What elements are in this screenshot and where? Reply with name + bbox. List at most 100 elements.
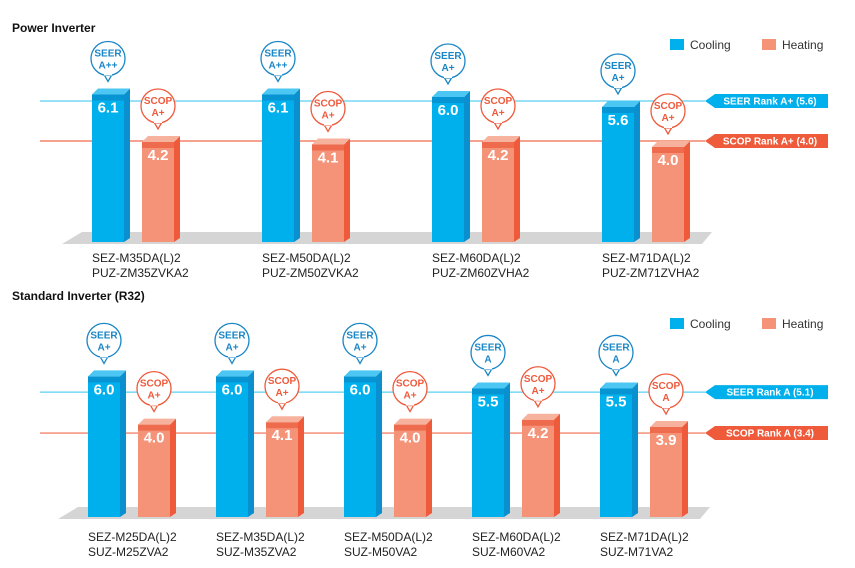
bar-value-label: 6.1 — [98, 100, 119, 117]
bar-cap — [266, 422, 298, 429]
bar-cooling — [216, 376, 248, 517]
badge-pointer — [443, 76, 453, 86]
badge-metric: SCOP — [484, 96, 513, 107]
badge-pointer — [405, 404, 415, 413]
badge-rank: A+ — [491, 108, 504, 119]
bar-top — [92, 88, 130, 95]
bar-heating — [142, 142, 174, 242]
bar-cap — [482, 142, 514, 148]
badge-pointer — [277, 401, 287, 411]
reference-tag — [705, 385, 828, 400]
bar-side — [426, 418, 432, 517]
bar-value-label: 6.0 — [438, 102, 459, 119]
badge-pointer — [661, 406, 671, 416]
badge-rank: A+ — [97, 342, 110, 353]
badge-pointer — [153, 121, 163, 131]
bar-top — [262, 88, 300, 95]
category-outdoor-unit: PUZ-ZM35ZVKA2 — [92, 266, 189, 280]
badge-joint — [614, 84, 622, 88]
bar-value-label: 5.5 — [478, 393, 499, 410]
badge-rank: A+ — [147, 391, 160, 402]
badge-joint — [324, 121, 332, 126]
bar-top — [312, 138, 350, 145]
badge-metric: SEER — [218, 330, 246, 341]
category-outdoor-unit: PUZ-ZM50ZVKA2 — [262, 266, 359, 280]
reference-tag — [705, 134, 828, 148]
bar-top — [482, 136, 520, 142]
bar-value-label: 4.0 — [144, 430, 165, 447]
badge-pointer — [355, 356, 365, 365]
bar-side — [554, 413, 560, 517]
badge-metric: SCOP — [396, 379, 425, 390]
bar-cooling — [262, 94, 294, 242]
bar-cap — [92, 94, 124, 101]
bar-cooling — [600, 388, 632, 517]
badge-rank: A+ — [151, 108, 164, 119]
badge-joint — [612, 365, 620, 370]
bar-top — [138, 418, 176, 425]
badge-joint — [534, 396, 542, 401]
badge-metric: SEER — [434, 51, 462, 62]
bar-side — [120, 370, 126, 517]
bar-cap — [216, 376, 248, 383]
badge-pointer — [663, 126, 673, 136]
badge-joint — [664, 124, 672, 128]
bar-side — [464, 91, 470, 242]
bar-top — [600, 382, 638, 389]
category-indoor-unit: SEZ-M60DA(L)2 — [432, 251, 521, 265]
bar-side — [632, 382, 638, 517]
bar-value-label: 5.6 — [608, 112, 629, 129]
badge-joint — [356, 353, 364, 358]
bar-value-label: 3.9 — [656, 432, 677, 449]
badge-rank: A+ — [441, 63, 454, 74]
bar-cooling — [602, 107, 634, 242]
bar-top — [142, 136, 180, 142]
category-outdoor-unit: SUZ-M35ZVA2 — [216, 545, 297, 559]
bar-cap — [432, 97, 464, 103]
reference-label: SCOP Rank A (3.4) — [726, 429, 814, 440]
bar-side — [682, 421, 688, 517]
bar-cap — [262, 94, 294, 101]
bar-side — [504, 382, 510, 517]
badge-metric: SEER — [90, 330, 118, 341]
bar-top — [266, 416, 304, 423]
bar-top — [344, 370, 382, 377]
category-indoor-unit: SEZ-M71DA(L)2 — [602, 251, 691, 265]
bar-top — [394, 418, 432, 425]
chart-floor — [62, 232, 712, 244]
badge-metric: SCOP — [268, 376, 297, 387]
badge-pointer — [533, 399, 543, 409]
badge-pointer — [149, 404, 159, 413]
badge-metric: SEER — [264, 49, 292, 60]
badge-metric: SCOP — [144, 96, 173, 107]
badge-joint — [150, 401, 158, 406]
category-outdoor-unit: PUZ-ZM71ZVHA2 — [602, 266, 700, 280]
badge-rank: A+ — [531, 386, 544, 397]
legend-swatch-heating — [762, 318, 776, 329]
bar-value-label: 6.0 — [350, 381, 371, 398]
badge-rank: A+ — [275, 388, 288, 399]
reference-label: SEER Rank A+ (5.6) — [723, 97, 816, 108]
legend-label-cooling: Cooling — [690, 317, 731, 331]
badge-metric: SCOP — [140, 379, 169, 390]
badge-joint — [100, 353, 108, 358]
bar-side — [684, 141, 690, 242]
bar-cap — [344, 376, 376, 383]
bar-value-label: 4.1 — [318, 150, 339, 167]
bar-value-label: 4.0 — [400, 430, 421, 447]
badge-metric: SCOP — [652, 381, 681, 392]
badge-metric: SEER — [602, 342, 630, 353]
bar-side — [344, 138, 350, 242]
bar-heating — [266, 422, 298, 517]
category-indoor-unit: SEZ-M50DA(L)2 — [262, 251, 351, 265]
bar-top — [652, 141, 690, 147]
badge-rank: A+ — [321, 111, 334, 122]
bar-heating — [482, 142, 514, 242]
bar-cooling — [88, 376, 120, 517]
bar-cap — [142, 142, 174, 148]
reference-label: SEER Rank A (5.1) — [726, 388, 813, 399]
bar-value-label: 5.5 — [606, 393, 627, 410]
category-outdoor-unit: SUZ-M25ZVA2 — [88, 545, 169, 559]
bar-cooling — [432, 97, 464, 242]
bar-cap — [138, 424, 170, 431]
